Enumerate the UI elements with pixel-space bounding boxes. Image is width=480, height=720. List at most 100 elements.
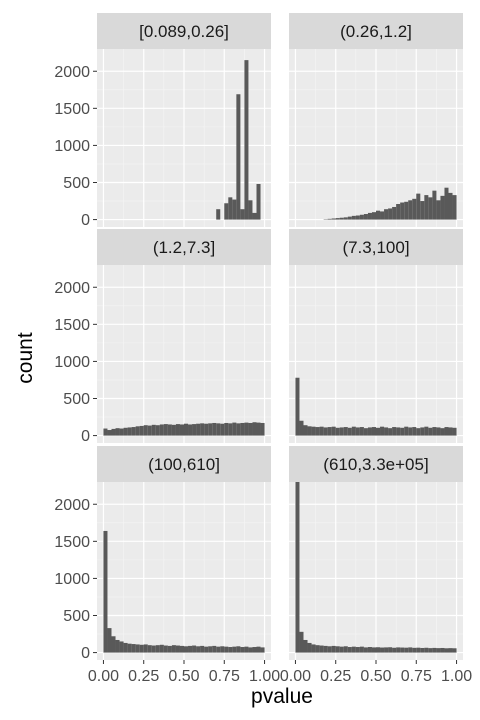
histogram-bar [131,644,136,653]
y-tick-label: 2000 [54,280,90,297]
histogram-bar [388,208,393,220]
histogram-bar [151,424,156,436]
histogram-bar [359,646,364,653]
histogram-bar [424,426,429,436]
histogram-bar [335,218,340,220]
histogram-bar [432,190,437,220]
histogram-bar [408,427,413,436]
histogram-bar [428,648,433,653]
facet-strip [97,229,271,265]
facet-panel: (610,3.3e+05] 0.00 0.25 0.50 0.75 1.00 [280,446,472,685]
facet-panel: (100,610] 0 500 1000 1500 2000 0.00 0.25 0.50 0.7… [54,446,280,685]
histogram-bar [252,647,257,653]
histogram-bar [436,648,441,653]
facet-strip [97,446,271,482]
x-tick-label: 1.00 [441,668,472,685]
histogram-bar [200,423,205,436]
histogram-bar [424,647,429,653]
histogram-bar [319,645,324,653]
histogram-bar [204,646,209,653]
histogram-bar [119,641,124,653]
histogram-bar [351,646,356,653]
histogram-bar [315,645,320,653]
x-tick-label: 0.75 [401,668,432,685]
histogram-bar [380,647,385,653]
histogram-bar [248,200,253,220]
histogram-bar [420,647,425,653]
histogram-bar [111,428,116,436]
histogram-bar [363,428,368,436]
x-axis-title: pvalue [251,685,313,708]
histogram-bar [388,647,393,653]
y-tick-label: 500 [63,391,90,408]
histogram-bar [444,648,449,653]
histogram-bar [151,645,156,653]
histogram-bar [355,647,360,653]
histogram-bar [295,377,300,436]
histogram-bar [331,426,336,436]
histogram-bar [359,427,364,436]
histogram-bar [135,644,140,653]
histogram-bar [412,427,417,436]
y-tick-label: 1500 [54,101,90,118]
y-tick-label: 500 [63,608,90,625]
histogram-bar [331,645,336,653]
histogram-bar [167,645,172,653]
histogram-bar [371,212,376,220]
histogram-bar [232,199,237,220]
histogram-bar [355,215,360,220]
histogram-bar [127,427,132,436]
histogram-bar [175,424,180,436]
histogram-bar [436,200,441,220]
histogram-bar [404,426,409,436]
histogram-bar [452,427,457,436]
histogram-bar [244,422,249,436]
histogram-bar [339,217,344,220]
histogram-bar [171,645,176,653]
histogram-bar [380,211,385,220]
histogram-bar [188,424,193,436]
y-tick-label: 0 [81,645,90,662]
histogram-bar [412,647,417,653]
histogram-bar [107,430,112,436]
histogram-bar [175,645,180,653]
histogram-bar [248,422,253,436]
histogram-bar [115,639,120,653]
histogram-bar [432,427,437,436]
histogram-bar [188,645,193,653]
histogram-bar [303,425,308,436]
x-tick-label: 0.75 [209,668,240,685]
facet-panel: [0.089,0.26] 0 500 1000 1500 2000 [54,13,271,229]
histogram-bar [307,642,312,653]
histogram-bar [380,426,385,436]
histogram-bar [448,427,453,436]
histogram-bar [135,426,140,436]
histogram-bar [339,646,344,653]
histogram-bar [347,647,352,653]
x-tick-label: 0.50 [360,668,391,685]
histogram-bar [315,427,320,436]
facet-panel: (7.3,100] [289,229,463,443]
histogram-bar [236,94,241,220]
facet-strip [289,446,463,482]
histogram-bar [347,216,352,220]
histogram-bar [212,422,217,436]
y-tick-label: 2000 [54,497,90,514]
histogram-bar [392,647,397,653]
facet-strip-label: (100,610] [148,455,220,474]
histogram-bar [440,195,445,220]
histogram-bar [307,426,312,436]
histogram-bar [103,530,108,653]
histogram-bar [224,646,229,653]
histogram-bar [192,645,197,653]
facet-strip-label: (610,3.3e+05] [323,455,428,474]
y-tick-label: 500 [63,175,90,192]
histogram-bar [392,206,397,220]
facet-strip-label: (7.3,100] [342,238,409,257]
histogram-bar [420,427,425,436]
histogram-bar [416,647,421,653]
histogram-bar [408,200,413,220]
histogram-bar [339,427,344,436]
histogram-bar [404,201,409,220]
histogram-bar [311,644,316,653]
